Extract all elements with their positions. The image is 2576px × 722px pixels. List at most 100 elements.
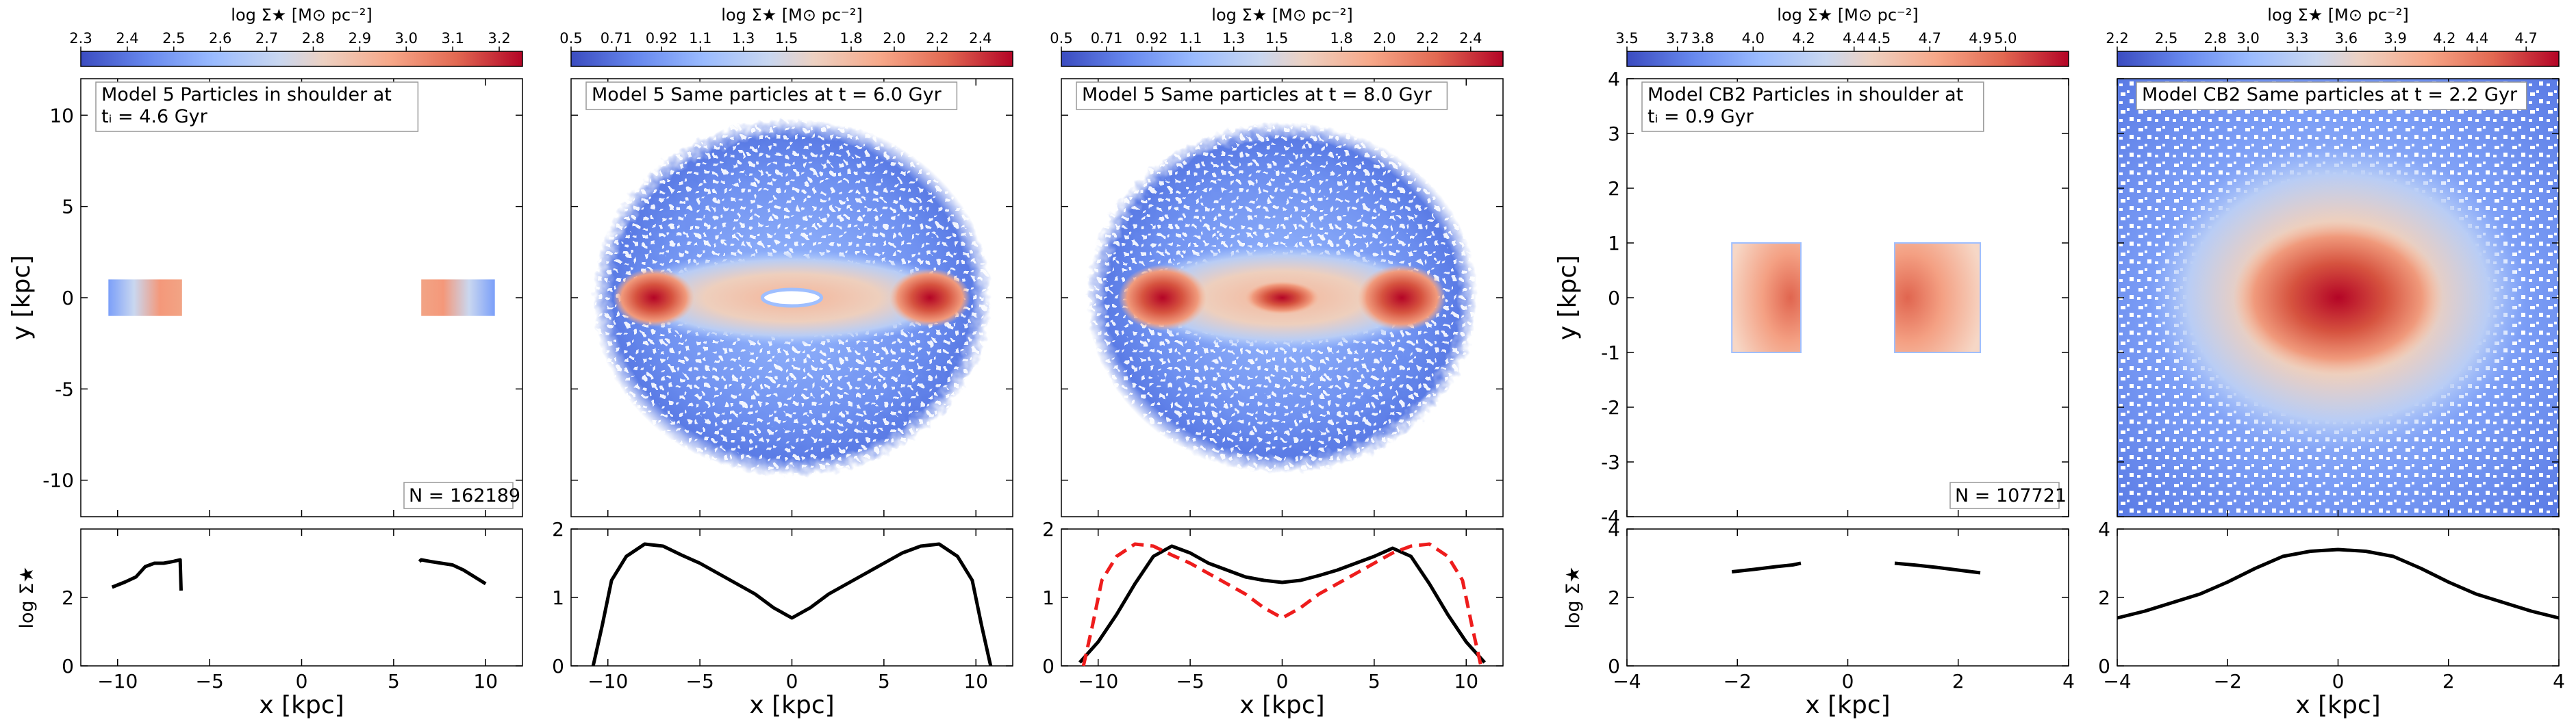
profile-series-t2.2 <box>2117 547 2560 620</box>
colorbar-tick-label: 2.8 <box>2204 30 2227 47</box>
main-frame <box>1626 78 2069 517</box>
colorbar-tick-label: 2.0 <box>1373 30 1396 47</box>
y-tick-label: 2 <box>1608 177 1620 200</box>
colorbar-tick-label: 2.4 <box>1459 30 1482 47</box>
colorbar-tick-label: 4.5 <box>1868 30 1891 47</box>
panel-modelcb2-ti: log Σ★ [M⊙ pc⁻²] 3.5 3.7 3.8 4.0 4.2 4.4 4.5 4.7… <box>1554 5 2075 719</box>
density-map <box>1087 123 1478 473</box>
profile-series-t6-reference <box>1081 542 1483 667</box>
profile-y-tick-label: 0 <box>2098 655 2110 678</box>
panel-model5-6gyr: log Σ★ [M⊙ pc⁻²] 0.5 0.71 0.92 1.1 1.3 1.5 1.8 2… <box>552 5 1013 719</box>
x-tick-label: 10 <box>963 670 988 693</box>
colorbar-tick-label: 3.9 <box>2384 30 2406 47</box>
colorbar-tick-label: 3.0 <box>2236 30 2259 47</box>
profile-y-axis-label: log Σ★ <box>16 566 38 628</box>
y-tick-label: 1 <box>1608 232 1620 255</box>
x-tick-label: −10 <box>97 670 138 693</box>
annotation-line: Model 5 Same particles at t = 6.0 Gyr <box>592 84 942 105</box>
colorbar-tick-label: 2.2 <box>926 30 948 47</box>
x-tick-label: 2 <box>2442 670 2455 693</box>
colorbar-tick-label: 0.92 <box>646 30 678 47</box>
colorbar-label: log Σ★ [M⊙ pc⁻²] <box>2267 5 2408 25</box>
annotation-box <box>1076 81 1448 110</box>
shoulder-region <box>1731 242 1802 353</box>
y-tick-label: 10 <box>49 104 74 127</box>
colorbar-tick-label: 1.1 <box>689 30 711 47</box>
count-label: N = 107721 <box>1955 485 2067 506</box>
x-tick-label: 10 <box>473 670 498 693</box>
x-tick-label: 5 <box>878 670 890 693</box>
profile-y-tick-label: 4 <box>1608 518 1620 541</box>
annotation-box <box>1641 81 1984 132</box>
colorbar-tick-label: 2.3 <box>69 30 92 47</box>
y-tick-label: 0 <box>62 287 74 309</box>
profile-y-tick-label: 2 <box>552 518 564 541</box>
panel-modelcb2-2gyr: log Σ★ [M⊙ pc⁻²] 2.2 2.5 2.8 3.0 3.3 3.6 3.9 4.2… <box>2098 5 2565 719</box>
annotation-line: Model CB2 Particles in shoulder at <box>1647 84 1963 105</box>
profile-frame <box>1061 528 1504 667</box>
y-tick-label: -10 <box>42 469 74 492</box>
colorbar-label: log Σ★ [M⊙ pc⁻²] <box>231 5 372 25</box>
y-tick-label: -5 <box>55 378 74 400</box>
x-tick-label: 5 <box>388 670 400 693</box>
colorbar-tick-label: 2.7 <box>255 30 278 47</box>
colorbar-tick-label: 4.9 <box>1969 30 1991 47</box>
annotation-box <box>95 81 419 132</box>
profile-y-tick-label: 2 <box>2098 586 2110 609</box>
colorbar <box>2117 51 2560 67</box>
y-axis-label: y [kpc] <box>1554 255 1582 340</box>
panel-model5-ti: log Σ★ [M⊙ pc⁻²] 2.3 2.4 2.5 2.6 2.7 2.8 2.9 3.0… <box>8 5 523 719</box>
profile-y-tick-label: 4 <box>2098 518 2110 541</box>
colorbar-tick-label: 3.7 <box>1666 30 1689 47</box>
colorbar-tick-label: 4.7 <box>1919 30 1941 47</box>
density-map <box>1731 242 1981 353</box>
shoulder-region <box>108 279 182 316</box>
y-tick-label: -4 <box>1601 506 1620 528</box>
profile-y-tick-label: 0 <box>62 655 74 678</box>
lobe-region <box>1357 265 1446 331</box>
colorbar-tick-label: 1.1 <box>1179 30 1202 47</box>
annotation-line: tᵢ = 0.9 Gyr <box>1647 106 1754 127</box>
colorbar-tick-label: 0.71 <box>1091 30 1123 47</box>
x-tick-label: −4 <box>1613 670 1641 693</box>
x-tick-label: 0 <box>1842 670 1854 693</box>
colorbar-tick-label: 3.8 <box>1691 30 1714 47</box>
colorbar-tick-label: 3.5 <box>1615 30 1638 47</box>
profile-y-tick-label: 1 <box>1042 586 1055 609</box>
colorbar-tick-label: 4.2 <box>2433 30 2455 47</box>
colorbar-tick-label: 2.5 <box>162 30 185 47</box>
colorbar-tick-label: 3.1 <box>441 30 464 47</box>
profile-series-t6 <box>591 542 993 667</box>
hole-region <box>761 287 823 308</box>
y-tick-label: -2 <box>1601 396 1620 419</box>
lobe-region <box>1118 265 1207 331</box>
colorbar-tick-label: 2.4 <box>969 30 992 47</box>
annotation-line: tᵢ = 4.6 Gyr <box>101 106 208 127</box>
profile-y-tick-label: 2 <box>1608 586 1620 609</box>
colorbar-tick-label: 2.2 <box>2106 30 2128 47</box>
colorbar-tick-label: 2.4 <box>116 30 138 47</box>
y-tick-label: -3 <box>1601 451 1620 474</box>
panel-model5-8gyr: log Σ★ [M⊙ pc⁻²] 0.5 0.71 0.92 1.1 1.3 1.5 1.8 2… <box>1042 5 1504 719</box>
x-tick-label: 0 <box>1276 670 1289 693</box>
profile-y-tick-label: 0 <box>552 655 564 678</box>
x-tick-label: −2 <box>2214 670 2242 693</box>
annotation-box <box>2136 81 2527 110</box>
x-tick-label: −5 <box>685 670 714 693</box>
x-tick-label: 4 <box>2553 670 2565 693</box>
colorbar-label: log Σ★ [M⊙ pc⁻²] <box>721 5 862 25</box>
y-tick-label: 4 <box>1608 68 1620 90</box>
x-tick-label: 2 <box>1952 670 1965 693</box>
colorbar-tick-label: 3.0 <box>395 30 418 47</box>
annotation-line: Model 5 Same particles at t = 8.0 Gyr <box>1082 84 1432 105</box>
colorbar-tick-label: 2.9 <box>349 30 371 47</box>
x-tick-label: −5 <box>195 670 223 693</box>
x-axis-label: x [kpc] <box>749 691 834 719</box>
colorbar-tick-label: 5.0 <box>1994 30 2017 47</box>
x-tick-label: 0 <box>296 670 308 693</box>
colorbar-tick-label: 2.5 <box>2155 30 2177 47</box>
colorbar-label: log Σ★ [M⊙ pc⁻²] <box>1211 5 1352 25</box>
lobe-region <box>889 268 971 327</box>
colorbar-tick-label: 4.2 <box>1792 30 1815 47</box>
